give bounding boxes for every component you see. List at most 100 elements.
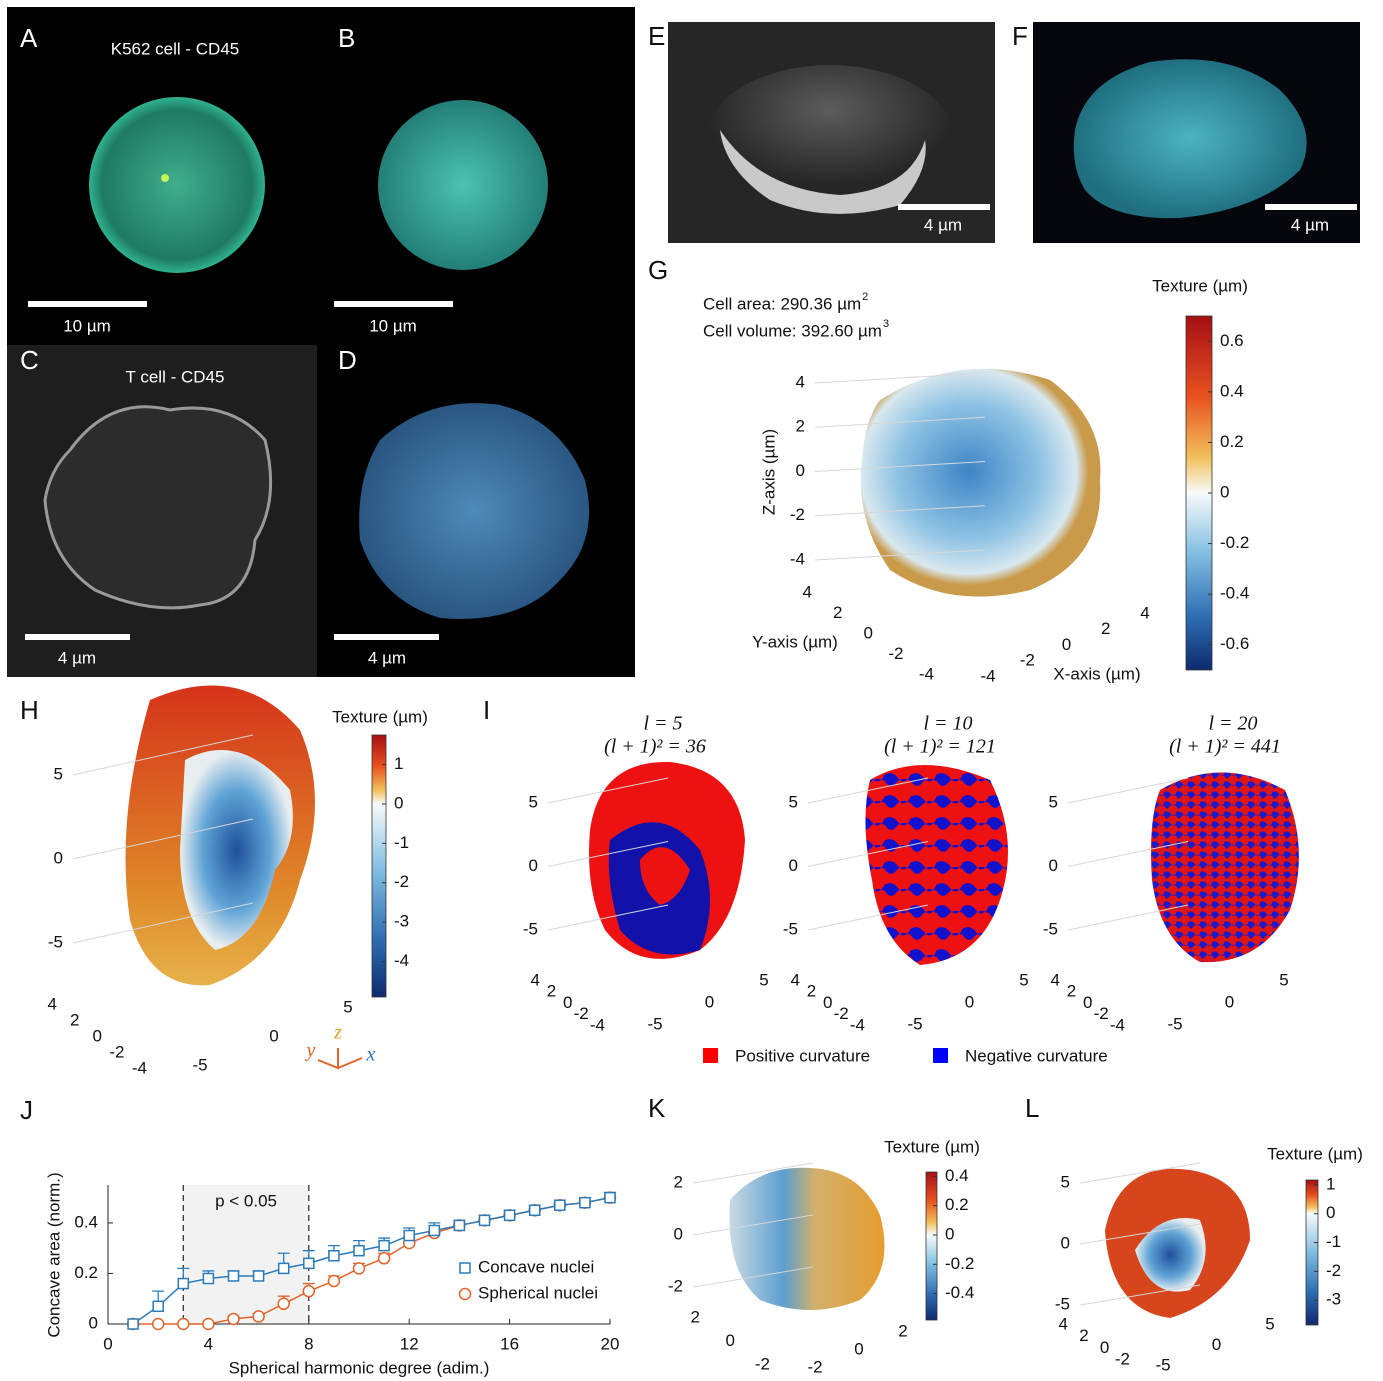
panel-label: A <box>20 23 38 53</box>
x-tick-label: 16 <box>500 1334 519 1353</box>
tick-label: -5 <box>1155 1355 1170 1374</box>
colorbar-title: Texture (µm) <box>1267 1144 1363 1163</box>
colorbar-tick-label: 1 <box>394 754 403 773</box>
tick-label: 2 <box>898 1321 907 1340</box>
marker <box>379 1241 389 1251</box>
tick-label: -4 <box>590 1015 605 1034</box>
panel-label: C <box>20 345 39 375</box>
colorbar-tick-label: -3 <box>1326 1290 1341 1309</box>
colorbar-tick-label: -2 <box>1326 1261 1341 1280</box>
count-label: (l + 1)² = 36 <box>604 736 706 758</box>
scale-bar-label: 10 µm <box>63 316 111 335</box>
tick-label: -4 <box>850 1015 865 1034</box>
tick-label: -2 <box>1020 651 1035 670</box>
tick-label: -5 <box>1055 1294 1070 1313</box>
marker <box>329 1251 339 1261</box>
scale-bar-label: 4 µm <box>924 215 962 234</box>
tick-label: 2 <box>691 1307 700 1326</box>
colorbar-title: Texture (µm) <box>884 1137 980 1156</box>
tick-label: -2 <box>888 644 903 663</box>
colorbar <box>926 1172 937 1320</box>
tick-label: -2 <box>668 1276 683 1295</box>
tick-label: -4 <box>132 1058 147 1077</box>
colorbar-tick-label: 0.4 <box>1220 381 1244 400</box>
panel-label: H <box>20 695 39 725</box>
colorbar-tick-label: 0 <box>394 793 403 812</box>
tick-label: -5 <box>48 932 63 951</box>
tick-label: 4 <box>48 994 57 1013</box>
colorbar-title: Texture (µm) <box>332 707 428 726</box>
tick-label: 2 <box>674 1172 683 1191</box>
tick-label: 2 <box>796 417 805 436</box>
y-tick-label: 0 <box>89 1313 98 1332</box>
panel-label: B <box>338 23 355 53</box>
x-tick-label: 0 <box>103 1334 112 1353</box>
marker <box>203 1274 213 1284</box>
legend-label: Concave nuclei <box>478 1257 594 1276</box>
marker <box>178 1319 189 1330</box>
tick-label: 5 <box>1049 792 1058 811</box>
tick-label: 0 <box>1083 993 1092 1012</box>
axis-label: X-axis (µm) <box>1053 664 1140 683</box>
tick-label: 5 <box>1061 1172 1070 1191</box>
scale-bar-label: 4 µm <box>1291 215 1329 234</box>
tick-label: 5 <box>1265 1314 1274 1333</box>
tick-label: -4 <box>790 549 805 568</box>
tick-label: 2 <box>547 982 556 1001</box>
tick-label: 0 <box>674 1224 683 1243</box>
scale-bar-label: 4 µm <box>58 648 96 667</box>
marker <box>480 1215 490 1225</box>
tick-label: 0 <box>796 461 805 480</box>
tick-label: 0 <box>789 856 798 875</box>
marker <box>153 1319 164 1330</box>
tick-label: 0 <box>864 623 873 642</box>
degree-label: l = 10 <box>923 713 972 735</box>
tick-label: 2 <box>833 603 842 622</box>
tick-label: 0 <box>726 1331 735 1350</box>
marker <box>279 1263 289 1273</box>
tick-label: 2 <box>70 1010 79 1029</box>
tick-label: -4 <box>919 664 934 683</box>
tick-label: -5 <box>523 919 538 938</box>
panel-label: G <box>648 255 668 285</box>
tick-label: 0 <box>965 992 974 1011</box>
tick-label: -2 <box>574 1004 589 1023</box>
x-tick-label: 12 <box>400 1334 419 1353</box>
tick-label: 2 <box>807 982 816 1001</box>
colorbar-tick-label: 0.2 <box>945 1195 969 1214</box>
cell-volume: Cell volume: 392.60 µm <box>703 321 882 340</box>
y-tick-label: 0.2 <box>74 1263 98 1282</box>
marker <box>379 1253 390 1264</box>
tick-label: 2 <box>1067 982 1076 1001</box>
cell-area: Cell area: 290.36 µm <box>703 294 861 313</box>
figure: ABCDEFGHIKLJK562 cell - CD45T cell - CD4… <box>0 0 1383 1381</box>
colorbar-tick-label: 0 <box>945 1224 954 1243</box>
annotation: p < 0.05 <box>215 1191 277 1210</box>
colorbar-tick-label: -1 <box>1326 1232 1341 1251</box>
superscript: 2 <box>862 291 868 303</box>
tick-label: 4 <box>1059 1314 1068 1333</box>
superscript: 3 <box>883 318 889 330</box>
marker <box>454 1220 464 1230</box>
marker <box>229 1271 239 1281</box>
tick-label: 0 <box>1212 1335 1221 1354</box>
tick-label: 0 <box>705 992 714 1011</box>
tick-label: 4 <box>1051 970 1060 989</box>
tick-label: 0 <box>1100 1338 1109 1357</box>
degree-label: l = 20 <box>1208 713 1257 735</box>
tick-label: 0 <box>1062 635 1071 654</box>
colorbar-tick-label: 1 <box>1326 1174 1335 1193</box>
tick-label: 5 <box>343 997 352 1016</box>
colorbar-tick-label: -0.4 <box>1220 584 1249 603</box>
tick-label: -2 <box>790 505 805 524</box>
legend-swatch <box>933 1048 948 1063</box>
scale-bar-label: 10 µm <box>369 316 417 335</box>
colorbar-tick-label: -1 <box>394 833 409 852</box>
tick-label: -5 <box>1043 919 1058 938</box>
axis-label: Z-axis (µm) <box>759 429 778 515</box>
marker <box>429 1225 439 1235</box>
axis-triad-label: x <box>366 1044 376 1066</box>
marker <box>278 1298 289 1309</box>
marker <box>254 1271 264 1281</box>
colorbar-tick-label: -0.6 <box>1220 634 1249 653</box>
